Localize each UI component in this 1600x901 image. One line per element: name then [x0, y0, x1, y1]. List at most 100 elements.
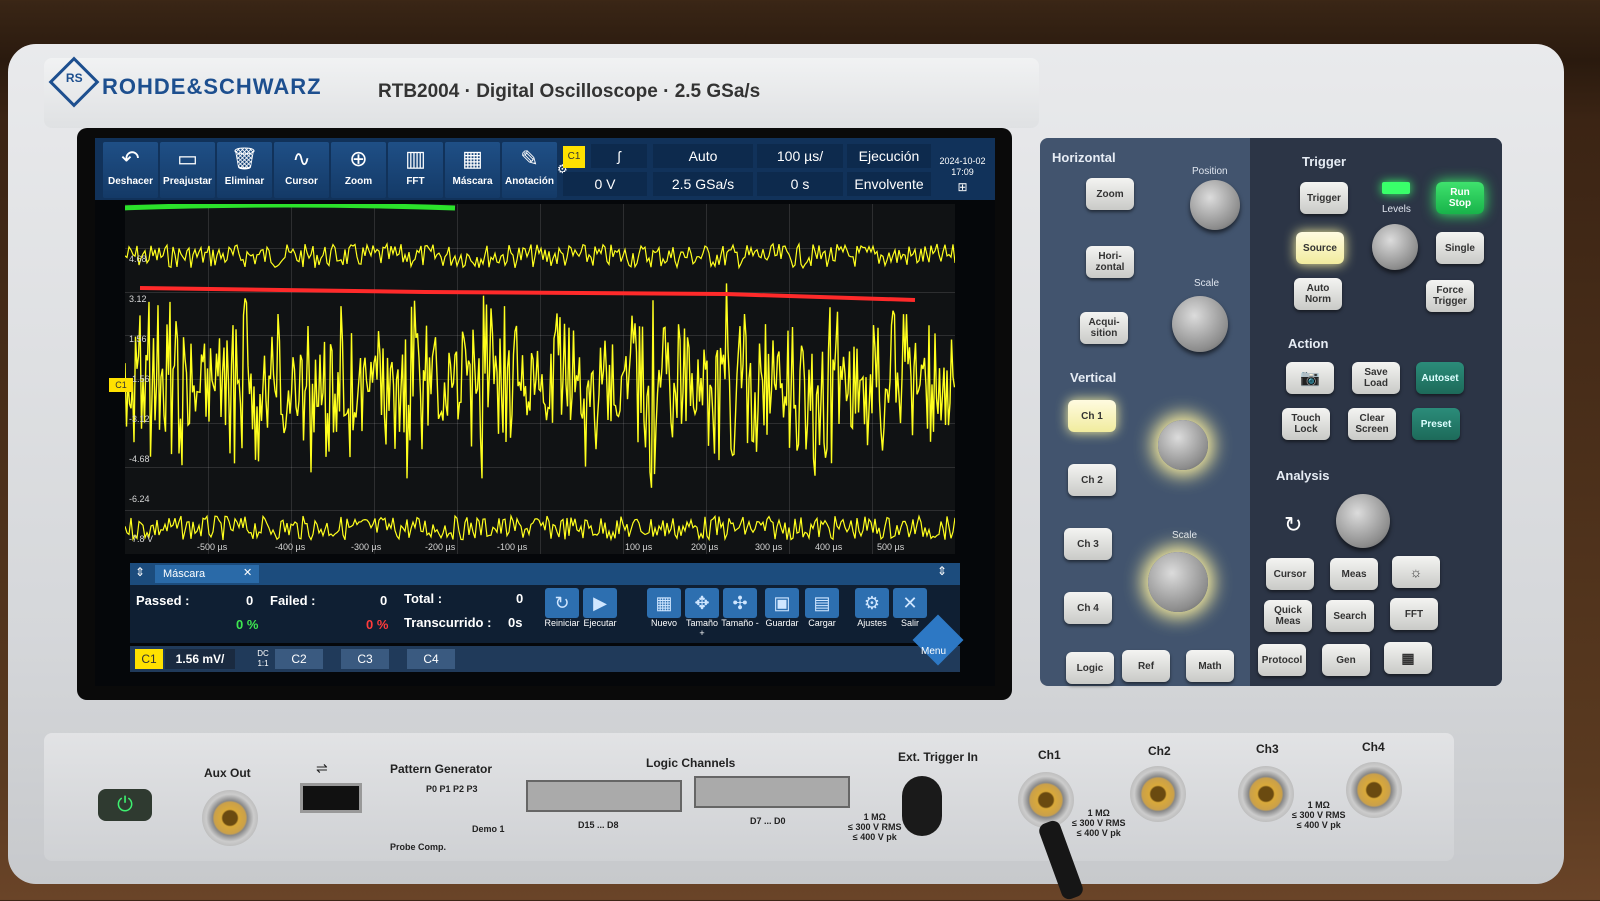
tb-button-label: Preajustar [163, 176, 212, 187]
toolbar-settings-icon[interactable]: ⚙ [557, 162, 568, 176]
tb-mask-button[interactable]: ▦ Máscara [445, 142, 500, 198]
ref-key[interactable]: Ref [1122, 650, 1170, 682]
ext-trigger-connector[interactable] [902, 776, 942, 836]
mask-gear-button[interactable]: ⚙ Ajustes [853, 588, 891, 632]
screenshot-key[interactable]: 📷 [1286, 362, 1334, 394]
ch1-bnc[interactable] [1018, 772, 1074, 828]
trigger-level[interactable]: 0 V [563, 172, 647, 196]
tb-trash-button[interactable]: 🗑 Eliminar [217, 142, 272, 198]
quick-meas-key[interactable]: Quick Meas [1264, 600, 1312, 632]
clear-screen-key[interactable]: Clear Screen [1348, 408, 1396, 440]
gear-icon: ⚙ [855, 588, 889, 618]
horizontal-key[interactable]: Hori- zontal [1086, 246, 1134, 278]
horizontal-position-knob[interactable] [1190, 180, 1240, 230]
auto-norm-key[interactable]: Auto Norm [1294, 278, 1342, 310]
c1-coupling-label: DC [257, 649, 269, 658]
ch3-bnc[interactable] [1238, 766, 1294, 822]
ch2-key[interactable]: Ch 2 [1068, 464, 1116, 496]
vertical-scale-knob[interactable] [1148, 552, 1208, 612]
c1-scale[interactable]: 1.56 mV/ [165, 649, 235, 669]
source-key[interactable]: Source [1296, 232, 1344, 264]
horizontal-scale-knob[interactable] [1172, 296, 1228, 352]
math-key[interactable]: Math [1186, 650, 1234, 682]
mask-reset-button[interactable]: ↻ Reiniciar [543, 588, 581, 632]
mask-new-mask-button[interactable]: ▦ Nuevo [645, 588, 683, 632]
mask-save-button[interactable]: ▣ Guardar [763, 588, 801, 632]
force-trigger-key[interactable]: Force Trigger [1426, 280, 1474, 312]
tb-zoom-button[interactable]: ⊕ Zoom [331, 142, 386, 198]
v-scale-label: Scale [1172, 530, 1198, 541]
logic-key[interactable]: Logic [1066, 652, 1114, 684]
passed-count: 0 [246, 593, 254, 608]
autoset-key[interactable]: Autoset [1416, 362, 1464, 394]
tb-fft-button[interactable]: ▥ FFT [388, 142, 443, 198]
time-offset[interactable]: 0 s [757, 172, 843, 196]
tb-preset-button[interactable]: ▭ Preajustar [160, 142, 215, 198]
c1-tab[interactable]: C1 [135, 649, 163, 669]
tb-undo-button[interactable]: ↶ Deshacer [103, 142, 158, 198]
waveform-svg [125, 204, 955, 542]
c4-tab[interactable]: C4 [407, 649, 455, 669]
ch4-bnc[interactable] [1346, 762, 1402, 818]
logic-connector-d7-d0[interactable] [694, 776, 850, 808]
ch4-key[interactable]: Ch 4 [1064, 592, 1112, 624]
bottom-noise-trace [125, 513, 955, 542]
scroll-arrows-icon[interactable]: ⇕ [937, 564, 948, 578]
ch3-key[interactable]: Ch 3 [1064, 528, 1112, 560]
c2-tab[interactable]: C2 [275, 649, 323, 669]
logic-connector-d15-d8[interactable] [526, 780, 682, 812]
mask-folder-button[interactable]: ▤ Cargar [803, 588, 841, 632]
red-annotation-line [139, 286, 916, 302]
timebase[interactable]: 100 µs/ [757, 144, 843, 168]
acq-mode[interactable]: Envolvente [847, 172, 931, 196]
close-tab-icon[interactable]: ✕ [243, 567, 253, 579]
cursor-key[interactable]: Cursor [1266, 558, 1314, 590]
aux-out-bnc[interactable] [202, 790, 258, 846]
navigation-knob[interactable] [1336, 494, 1390, 548]
tb-pencil-button[interactable]: ✎ Anotación [502, 142, 557, 198]
gen-key[interactable]: Gen [1322, 644, 1370, 676]
intensity-key[interactable]: ☼ [1392, 556, 1440, 588]
apps-key[interactable]: ▦ [1384, 642, 1432, 674]
meas-key[interactable]: Meas [1330, 558, 1378, 590]
mask-close-button[interactable]: ✕ Salir [891, 588, 929, 632]
zoom-key[interactable]: Zoom [1086, 178, 1134, 210]
mask-grow-button[interactable]: ✥ Tamaño + [683, 588, 721, 638]
ch3-label: Ch3 [1256, 742, 1279, 756]
save-load-key[interactable]: Save Load [1352, 362, 1400, 394]
mask-shrink-button[interactable]: ✣ Tamaño - [721, 588, 759, 632]
y-axis-label: 3.12 [129, 294, 147, 304]
acq-state[interactable]: Ejecución [847, 144, 931, 168]
channel-marker[interactable]: C1 [109, 378, 133, 392]
search-key[interactable]: Search [1326, 600, 1374, 632]
analysis-section-label: Analysis [1276, 468, 1330, 483]
d15-d8-label: D15 ... D8 [578, 820, 619, 830]
protocol-key[interactable]: Protocol [1258, 644, 1306, 676]
trigger-slope[interactable]: ʃ [591, 144, 647, 168]
ch2-bnc[interactable] [1130, 766, 1186, 822]
power-button[interactable]: ⏻ [98, 789, 152, 821]
single-key[interactable]: Single [1436, 232, 1484, 264]
demo-label: Demo 1 [472, 824, 505, 834]
trigger-channel-badge[interactable]: C1 [563, 146, 585, 168]
panel-resize-icon[interactable]: ⇕ [135, 565, 146, 579]
failed-pct: 0 % [366, 617, 389, 632]
run-stop-key[interactable]: Run Stop [1436, 182, 1484, 214]
mask-tab[interactable]: Máscara [155, 565, 259, 583]
touch-lock-key[interactable]: Touch Lock [1282, 408, 1330, 440]
fft-key[interactable]: FFT [1390, 598, 1438, 630]
acquisition-key[interactable]: Acqui- sition [1080, 312, 1128, 344]
trigger-mode[interactable]: Auto [653, 144, 753, 168]
ch1-key[interactable]: Ch 1 [1068, 400, 1116, 432]
waveform-plot[interactable]: 4.68 3.12 1.56 -1.56 -3.12 -4.68 -6.24 -7.8 V -… [125, 204, 955, 554]
mask-play-button[interactable]: ▶ Ejecutar [581, 588, 619, 632]
trigger-level-knob[interactable] [1372, 224, 1418, 270]
vertical-position-knob[interactable] [1158, 420, 1208, 470]
sample-rate[interactable]: 2.5 GSa/s [653, 172, 753, 196]
usb-port[interactable] [300, 783, 362, 813]
preset-key[interactable]: Preset [1412, 408, 1460, 440]
touch-screen[interactable]: ↶ Deshacer ▭ Preajustar 🗑 Eliminar ∿ Cursor ⊕ Zoo… [95, 138, 995, 686]
trigger-key[interactable]: Trigger [1300, 182, 1348, 214]
tb-cursor-button[interactable]: ∿ Cursor [274, 142, 329, 198]
c3-tab[interactable]: C3 [341, 649, 389, 669]
